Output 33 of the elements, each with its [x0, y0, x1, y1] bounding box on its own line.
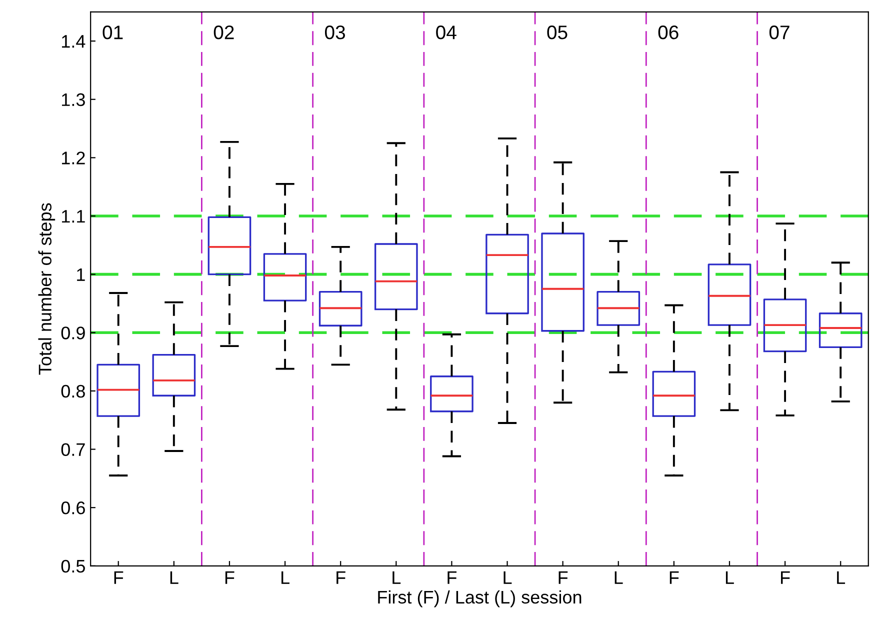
y-tick-label: 0.8: [61, 384, 85, 398]
annotation: 05: [547, 26, 568, 40]
y-tick-label: 0.5: [61, 560, 85, 573]
y-tick-label: 1.2: [62, 152, 85, 164]
y-tick-label: 1.3: [62, 93, 85, 106]
x-tick-label: L: [614, 571, 623, 584]
x-tick-label: L: [392, 571, 401, 584]
x-tick-label: L: [726, 571, 734, 584]
y-axis-title: Total number of steps: [38, 203, 56, 375]
annotation: 01: [102, 26, 123, 40]
x-tick-label: F: [558, 571, 568, 584]
annotation: 02: [214, 26, 234, 40]
x-tick-label: L: [170, 571, 178, 584]
y-tick-label: 0.6: [61, 502, 85, 514]
annotation: 03: [324, 26, 345, 40]
annotation: 06: [658, 26, 678, 40]
x-tick-label: F: [114, 571, 124, 584]
y-tick-label: 1.1: [62, 210, 85, 223]
x-tick-label: L: [281, 571, 290, 584]
annotation: 07: [769, 26, 790, 40]
x-tick-label: F: [670, 571, 679, 584]
x-axis-title: First (F) / Last (L) session: [378, 590, 582, 608]
x-tick-label: L: [837, 571, 846, 584]
x-tick-label: F: [448, 571, 456, 584]
x-tick-label: F: [781, 571, 790, 584]
x-tick-label: F: [336, 571, 346, 584]
y-tick-label: 0.7: [61, 443, 85, 456]
y-tick-label: 1.4: [62, 35, 86, 48]
y-tick-label: 1: [77, 268, 85, 281]
x-tick-label: L: [504, 571, 512, 584]
annotation: 04: [436, 26, 456, 40]
y-tick-label: 0.9: [61, 326, 85, 340]
x-tick-label: F: [225, 571, 234, 584]
